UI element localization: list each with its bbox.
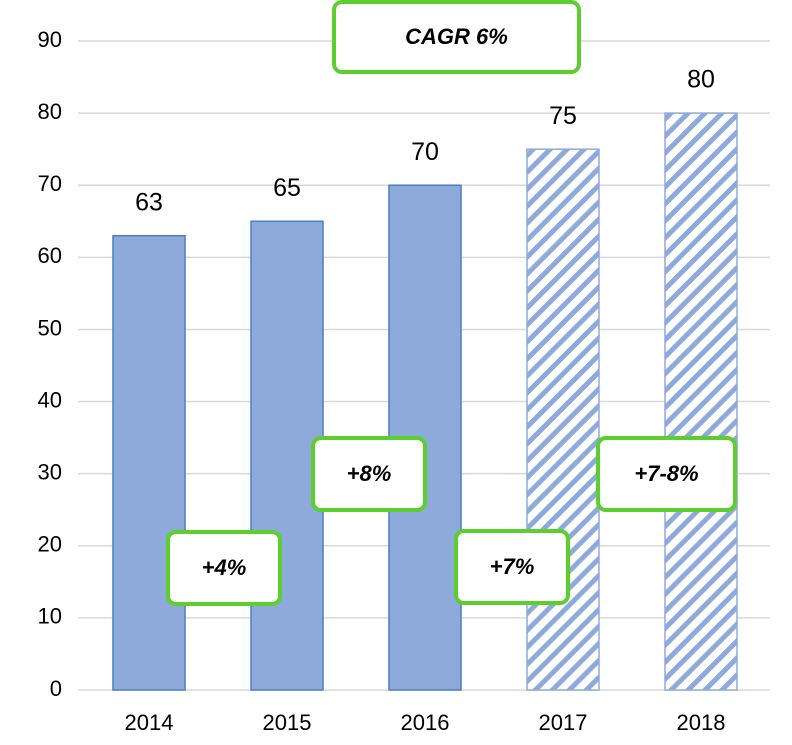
annotation-box [332,0,581,74]
y-tick-label: 90 [38,27,62,52]
y-tick-label: 40 [38,387,62,412]
y-tick-label: 50 [38,315,62,340]
bar [664,112,738,691]
bar [526,148,600,691]
x-tick-label: 2014 [125,710,174,735]
data-label: 75 [549,102,577,130]
bar [112,234,186,691]
y-tick-label: 0 [50,676,62,701]
annotation-box [311,436,427,512]
annotation: +7-8% [634,461,698,486]
x-tick-label: 2017 [539,710,588,735]
x-tick-label: 2015 [263,710,312,735]
data-label: 65 [273,174,301,202]
y-tick-label: 20 [38,532,62,557]
y-tick-label: 60 [38,243,62,268]
annotation: +8% [347,461,392,486]
y-tick-label: 30 [38,459,62,484]
annotation: +4% [202,555,247,580]
x-tick-label: 2016 [401,710,450,735]
y-tick-label: 80 [38,99,62,124]
x-tick-label: 2018 [677,710,726,735]
annotation-box [454,529,570,605]
annotation: CAGR 6% [405,24,508,49]
annotation-box [166,530,282,606]
data-label: 63 [135,188,163,216]
y-tick-label: 70 [38,171,62,196]
annotation: +7% [490,554,535,579]
data-label: 70 [411,138,439,166]
annotation-box [596,436,737,512]
data-label: 80 [687,66,715,94]
y-tick-label: 10 [38,604,62,629]
